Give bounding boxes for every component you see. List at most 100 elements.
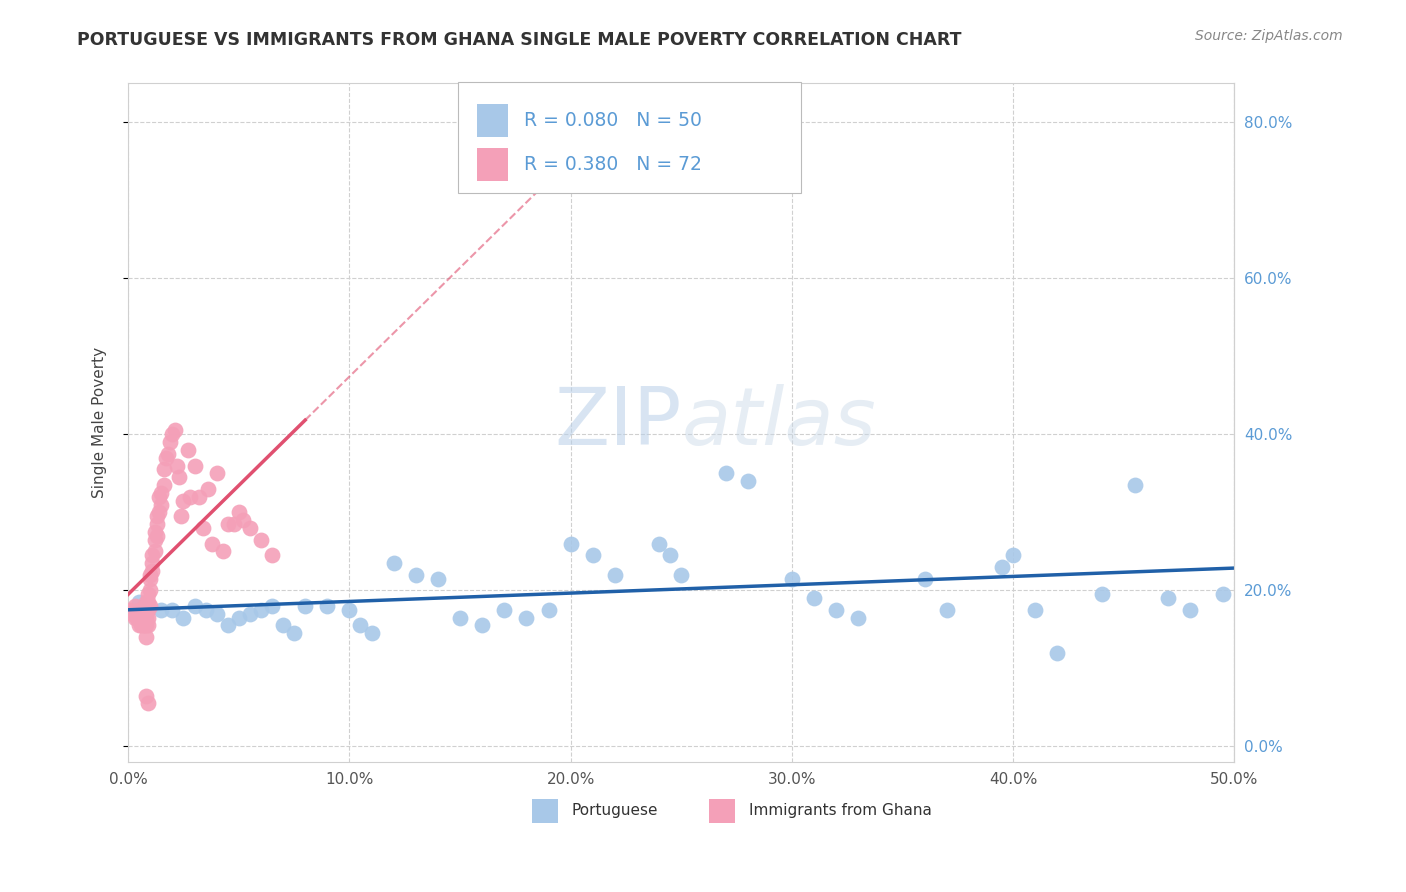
- Point: [1123, 478, 1146, 492]
- Point: [1157, 591, 1180, 606]
- Point: [217, 517, 239, 532]
- Point: [132, 618, 155, 632]
- Point: [991, 560, 1014, 574]
- Point: [128, 618, 150, 632]
- Point: [1024, 603, 1046, 617]
- Point: [162, 427, 184, 442]
- Point: [135, 689, 157, 703]
- Y-axis label: Single Male Poverty: Single Male Poverty: [93, 347, 107, 499]
- Point: [148, 505, 170, 519]
- Point: [131, 610, 153, 624]
- Point: [560, 536, 582, 550]
- Point: [156, 447, 179, 461]
- Point: [1091, 587, 1114, 601]
- Point: [152, 478, 174, 492]
- Point: [120, 603, 142, 617]
- Point: [737, 474, 759, 488]
- Bar: [477, 104, 508, 136]
- Point: [135, 595, 157, 609]
- Point: [714, 467, 737, 481]
- Point: [515, 610, 537, 624]
- Point: [136, 603, 159, 617]
- Point: [139, 583, 162, 598]
- Point: [143, 524, 166, 539]
- Point: [825, 603, 848, 617]
- Point: [150, 603, 173, 617]
- Point: [136, 618, 159, 632]
- Point: [205, 607, 228, 621]
- Point: [128, 610, 150, 624]
- Point: [271, 618, 294, 632]
- Point: [183, 599, 205, 613]
- Point: [172, 493, 194, 508]
- FancyBboxPatch shape: [458, 82, 801, 194]
- Point: [172, 610, 194, 624]
- Point: [132, 610, 155, 624]
- Point: [155, 450, 177, 465]
- Text: Source: ZipAtlas.com: Source: ZipAtlas.com: [1195, 29, 1343, 43]
- Point: [217, 618, 239, 632]
- Point: [780, 572, 803, 586]
- Text: atlas: atlas: [682, 384, 876, 462]
- Point: [194, 603, 217, 617]
- Point: [135, 603, 157, 617]
- Point: [135, 618, 157, 632]
- Point: [405, 567, 427, 582]
- Point: [360, 626, 382, 640]
- Point: [125, 610, 148, 624]
- Point: [201, 536, 224, 550]
- Point: [143, 544, 166, 558]
- Point: [188, 490, 211, 504]
- Point: [146, 509, 169, 524]
- Text: Portuguese: Portuguese: [572, 804, 658, 818]
- Point: [143, 533, 166, 547]
- Point: [382, 556, 405, 570]
- Point: [128, 595, 150, 609]
- Point: [224, 517, 246, 532]
- Point: [846, 610, 869, 624]
- Point: [803, 591, 825, 606]
- Point: [163, 424, 186, 438]
- Point: [212, 544, 235, 558]
- Point: [146, 529, 169, 543]
- Text: Immigrants from Ghana: Immigrants from Ghana: [749, 804, 932, 818]
- Point: [152, 462, 174, 476]
- Point: [170, 509, 193, 524]
- Point: [1002, 548, 1025, 562]
- Point: [339, 603, 361, 617]
- Point: [131, 618, 153, 632]
- Point: [136, 610, 159, 624]
- Point: [193, 521, 215, 535]
- Point: [228, 505, 250, 519]
- Point: [121, 607, 143, 621]
- Point: [935, 603, 957, 617]
- Point: [135, 630, 157, 644]
- Point: [659, 548, 682, 562]
- Point: [162, 603, 184, 617]
- Point: [537, 603, 560, 617]
- Point: [205, 467, 228, 481]
- Point: [124, 599, 146, 613]
- Point: [1046, 646, 1069, 660]
- Text: PORTUGUESE VS IMMIGRANTS FROM GHANA SINGLE MALE POVERTY CORRELATION CHART: PORTUGUESE VS IMMIGRANTS FROM GHANA SING…: [77, 31, 962, 49]
- Point: [132, 618, 155, 632]
- Bar: [709, 799, 735, 822]
- Point: [494, 603, 516, 617]
- Point: [1178, 603, 1201, 617]
- Point: [141, 556, 163, 570]
- Point: [250, 603, 273, 617]
- Point: [1212, 587, 1234, 601]
- Point: [141, 548, 163, 562]
- Point: [426, 572, 449, 586]
- Point: [166, 458, 188, 473]
- Point: [139, 572, 162, 586]
- Point: [177, 442, 200, 457]
- Point: [648, 536, 671, 550]
- Point: [167, 470, 190, 484]
- Text: R = 0.380   N = 72: R = 0.380 N = 72: [524, 155, 702, 174]
- Point: [139, 567, 162, 582]
- Point: [128, 603, 150, 617]
- Point: [250, 533, 273, 547]
- Point: [125, 607, 148, 621]
- Point: [159, 435, 181, 450]
